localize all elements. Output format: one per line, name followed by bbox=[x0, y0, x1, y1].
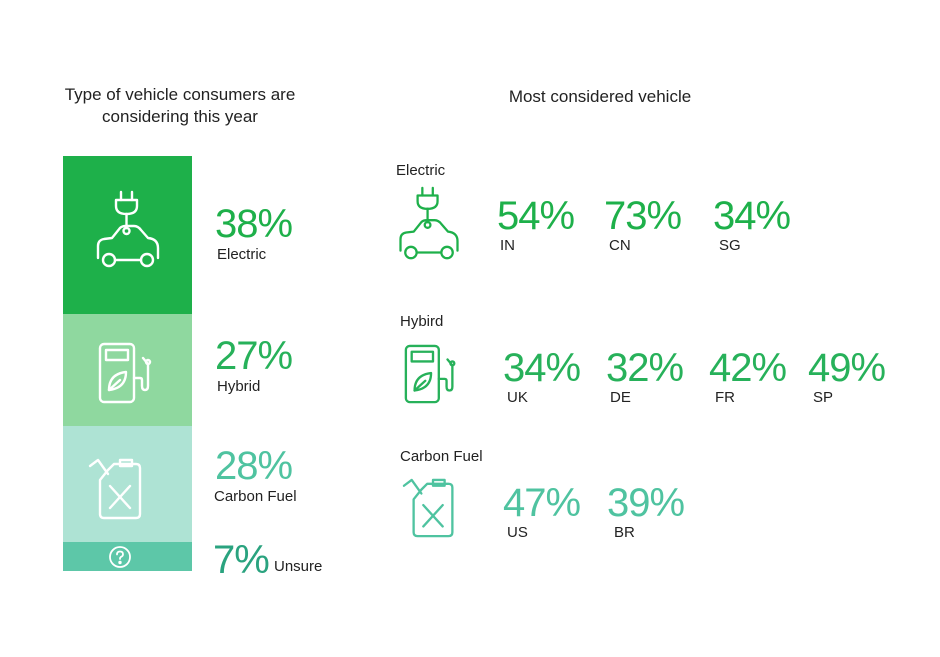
hybird-uk-country: UK bbox=[507, 389, 528, 406]
electric-in-country: IN bbox=[500, 237, 515, 254]
unsure-label: Unsure bbox=[274, 558, 323, 575]
section-hybird-label: Hybird bbox=[400, 313, 444, 330]
carbon-fuel-us-percent: 47% bbox=[503, 481, 581, 525]
plug-car-icon bbox=[394, 186, 464, 262]
fuel-pump-leaf-icon bbox=[96, 342, 160, 406]
unsure-percent: 7% bbox=[213, 538, 270, 582]
hybrid-percent: 27% bbox=[215, 334, 293, 378]
electric-label: Electric bbox=[217, 246, 267, 263]
electric-cn-percent: 73% bbox=[604, 194, 682, 238]
hybird-sp-percent: 49% bbox=[808, 346, 886, 390]
electric-sg-country: SG bbox=[719, 237, 741, 254]
jerrycan-icon bbox=[88, 458, 152, 522]
hybird-de-country: DE bbox=[610, 389, 631, 406]
bar-hybrid bbox=[63, 314, 192, 426]
hybird-sp-country: SP bbox=[813, 389, 834, 406]
left-title: Type of vehicle consumers are considerin… bbox=[64, 85, 296, 126]
bar-carbon-fuel bbox=[63, 426, 192, 542]
section-carbon-fuel-label: Carbon Fuel bbox=[400, 448, 483, 465]
carbon-fuel-br-percent: 39% bbox=[607, 481, 685, 525]
hybird-uk-percent: 34% bbox=[503, 346, 581, 390]
section-electric-label: Electric bbox=[396, 162, 446, 179]
fuel-pump-leaf-icon bbox=[402, 344, 464, 406]
question-icon bbox=[108, 545, 132, 569]
carbon-fuel-label: Carbon Fuel bbox=[214, 488, 297, 505]
hybird-fr-country: FR bbox=[715, 389, 735, 406]
electric-in-percent: 54% bbox=[497, 194, 575, 238]
electric-sg-percent: 34% bbox=[713, 194, 791, 238]
hybird-de-percent: 32% bbox=[606, 346, 684, 390]
plug-car-icon bbox=[92, 190, 164, 270]
electric-percent: 38% bbox=[215, 202, 293, 246]
carbon-fuel-br-country: BR bbox=[614, 524, 635, 541]
hybrid-label: Hybrid bbox=[217, 378, 261, 395]
hybird-fr-percent: 42% bbox=[709, 346, 787, 390]
carbon-fuel-percent: 28% bbox=[215, 444, 293, 488]
right-title: Most considered vehicle bbox=[508, 87, 692, 106]
carbon-fuel-us-country: US bbox=[507, 524, 528, 541]
electric-cn-country: CN bbox=[609, 237, 631, 254]
bar-unsure bbox=[63, 542, 192, 571]
jerrycan-icon bbox=[402, 478, 464, 540]
